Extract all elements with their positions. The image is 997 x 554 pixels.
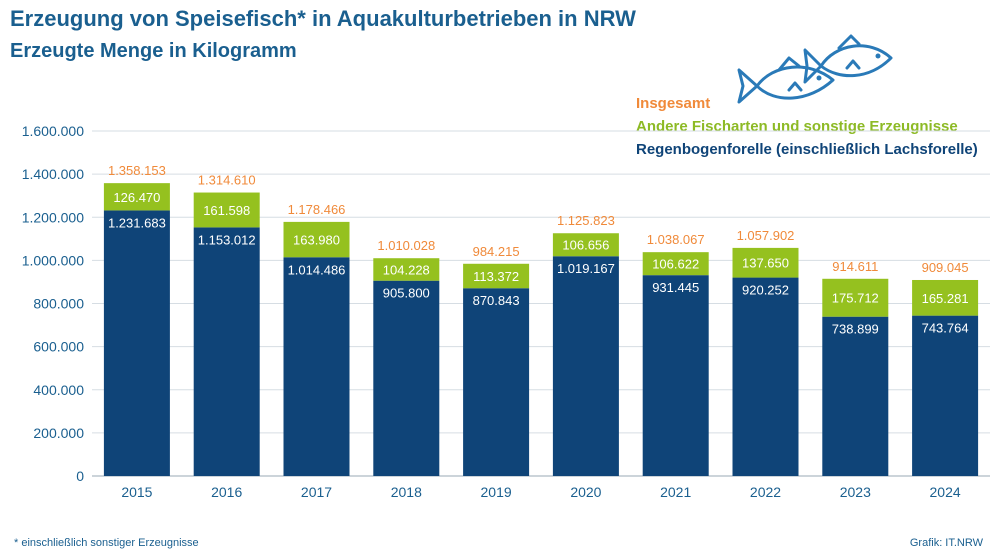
data-label-total: 1.010.028 bbox=[377, 238, 435, 253]
bar-trout bbox=[822, 316, 889, 476]
data-label-other: 113.372 bbox=[473, 269, 519, 284]
data-label-total: 1.038.067 bbox=[647, 232, 705, 247]
data-label-other: 165.281 bbox=[922, 291, 969, 306]
x-tick-label: 2016 bbox=[211, 484, 242, 500]
data-label-trout: 1.014.486 bbox=[288, 262, 346, 277]
y-tick-label: 200.000 bbox=[33, 425, 84, 441]
legend-trout: Regenbogenforelle (einschließlich Lachsf… bbox=[636, 141, 978, 158]
footnote: * einschließlich sonstiger Erzeugnisse bbox=[14, 537, 199, 549]
data-label-trout: 1.153.012 bbox=[198, 232, 256, 247]
bar-other bbox=[193, 192, 260, 228]
bar-other bbox=[822, 278, 889, 317]
data-label-trout: 870.843 bbox=[473, 293, 520, 308]
data-label-total: 1.314.610 bbox=[198, 173, 256, 188]
legend-total: Insgesamt bbox=[636, 95, 711, 112]
bar-trout bbox=[912, 315, 979, 476]
data-label-trout: 1.231.683 bbox=[108, 215, 166, 230]
data-label-trout: 1.019.167 bbox=[557, 261, 615, 276]
x-tick-label: 2022 bbox=[750, 484, 781, 500]
chart-title: Erzeugung von Speisefisch* in Aquakultur… bbox=[10, 6, 636, 31]
chart-subtitle: Erzeugte Menge in Kilogramm bbox=[10, 40, 297, 62]
data-label-other: 175.712 bbox=[832, 291, 879, 306]
data-label-total: 1.178.466 bbox=[288, 202, 346, 217]
data-label-total: 914.611 bbox=[832, 259, 878, 274]
bar-other bbox=[732, 247, 799, 278]
x-tick-label: 2017 bbox=[301, 484, 332, 500]
data-label-other: 104.228 bbox=[383, 262, 430, 277]
bar-trout bbox=[103, 210, 170, 477]
source-credit: Grafik: IT.NRW bbox=[909, 537, 983, 549]
y-tick-label: 1.000.000 bbox=[22, 252, 84, 268]
y-tick-label: 1.600.000 bbox=[22, 123, 84, 139]
data-label-total: 1.358.153 bbox=[108, 163, 166, 178]
data-label-other: 161.598 bbox=[203, 203, 250, 218]
bar-other bbox=[912, 279, 979, 316]
y-tick-label: 800.000 bbox=[33, 296, 84, 312]
x-tick-label: 2018 bbox=[391, 484, 422, 500]
bar-trout bbox=[642, 275, 709, 476]
bar-other bbox=[373, 258, 440, 281]
x-tick-label: 2015 bbox=[121, 484, 152, 500]
x-tick-label: 2023 bbox=[840, 484, 871, 500]
data-label-total: 1.057.902 bbox=[737, 228, 795, 243]
bar-other bbox=[463, 263, 530, 289]
bar-other bbox=[552, 233, 619, 257]
y-tick-label: 400.000 bbox=[33, 382, 84, 398]
x-tick-label: 2024 bbox=[930, 484, 961, 500]
y-tick-label: 0 bbox=[76, 468, 84, 484]
data-label-other: 106.656 bbox=[562, 238, 609, 253]
bar-other bbox=[642, 252, 709, 276]
x-tick-label: 2020 bbox=[570, 484, 601, 500]
bar-trout bbox=[283, 257, 350, 476]
data-label-other: 163.980 bbox=[293, 233, 340, 248]
data-label-total: 909.045 bbox=[922, 260, 969, 275]
y-tick-label: 600.000 bbox=[33, 339, 84, 355]
data-label-other: 106.622 bbox=[652, 257, 699, 272]
data-label-total: 1.125.823 bbox=[557, 213, 615, 228]
data-label-trout: 920.252 bbox=[742, 283, 789, 298]
data-label-trout: 931.445 bbox=[652, 280, 699, 295]
bar-other bbox=[103, 183, 170, 211]
bar-trout bbox=[732, 277, 799, 476]
data-label-total: 984.215 bbox=[473, 244, 520, 259]
data-label-other: 126.470 bbox=[113, 190, 160, 205]
x-tick-label: 2019 bbox=[481, 484, 512, 500]
data-label-trout: 905.800 bbox=[383, 286, 430, 301]
bar-trout bbox=[193, 227, 260, 476]
bar-trout bbox=[552, 256, 619, 476]
data-label-trout: 743.764 bbox=[922, 321, 969, 336]
x-tick-label: 2021 bbox=[660, 484, 691, 500]
y-tick-label: 1.200.000 bbox=[22, 209, 84, 225]
fish-icon bbox=[735, 28, 903, 112]
data-label-trout: 738.899 bbox=[832, 322, 879, 337]
y-tick-label: 1.400.000 bbox=[22, 166, 84, 182]
bar-trout bbox=[463, 288, 530, 476]
data-label-other: 137.650 bbox=[742, 256, 789, 271]
bar-trout bbox=[373, 280, 440, 476]
bar-other bbox=[283, 221, 350, 258]
